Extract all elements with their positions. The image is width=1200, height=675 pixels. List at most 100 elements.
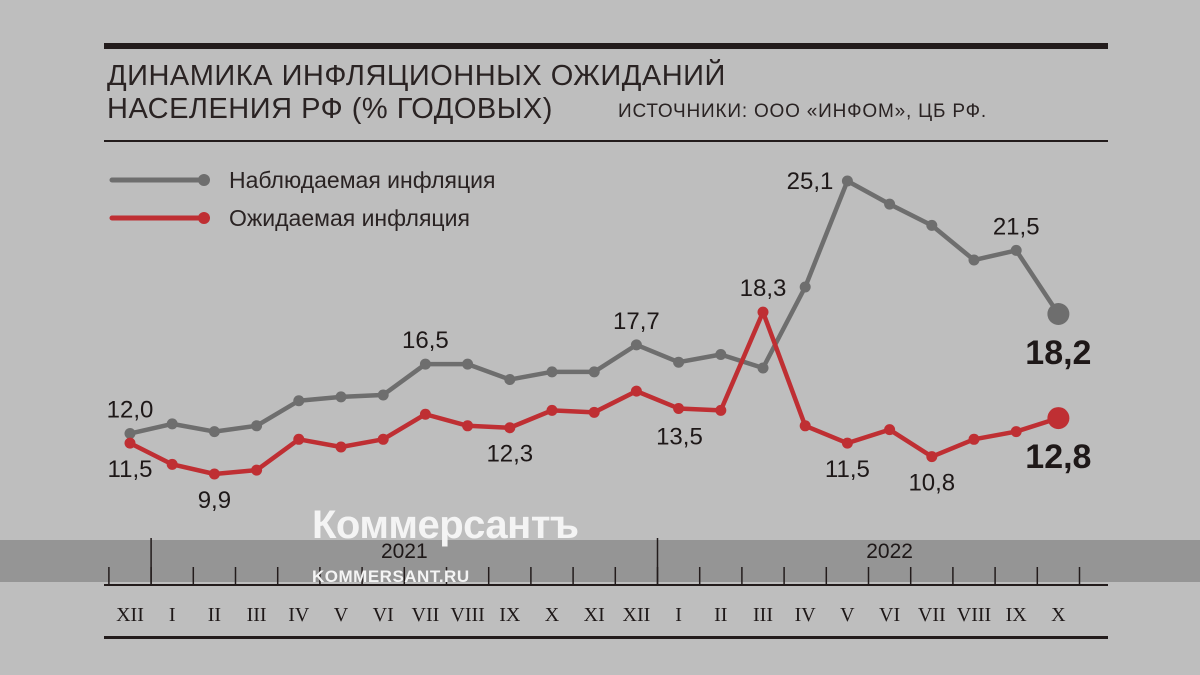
observed-point	[1010, 244, 1022, 256]
sources-note: ИСТОЧНИКИ: ООО «ИНФОМ», ЦБ РФ.	[618, 101, 987, 122]
observed-point	[419, 358, 431, 370]
x-tick-label: IV	[795, 604, 817, 626]
top-rule	[104, 43, 1108, 49]
data-label: 18,2	[1025, 334, 1091, 372]
legend-label-expected: Ожидаемая инфляция	[229, 205, 470, 231]
observed-point	[335, 391, 347, 403]
expected-point	[504, 422, 516, 434]
observed-point	[208, 426, 220, 438]
x-tick-label: XII	[623, 604, 651, 626]
legend-swatch-expected	[109, 212, 210, 224]
x-tick-label: XII	[116, 604, 144, 626]
expected-point	[715, 404, 727, 416]
x-tick-label: II	[714, 604, 727, 626]
observed-point	[757, 362, 769, 374]
observed-point	[588, 366, 600, 378]
x-tick-label: VIII	[957, 604, 991, 626]
expected-point	[251, 464, 263, 476]
watermark-url: KOMMERSANT.RU	[312, 567, 470, 586]
data-label: 25,1	[787, 168, 834, 195]
data-label: 17,7	[613, 308, 660, 335]
data-label: 11,5	[108, 456, 153, 483]
x-tick-label: V	[840, 604, 855, 626]
x-tick-label: IX	[1006, 604, 1028, 626]
expected-point	[208, 468, 220, 480]
observed-point	[715, 348, 727, 360]
x-tick-label: III	[753, 604, 773, 626]
legend-swatch-observed	[109, 174, 210, 186]
watermark-logo: Коммерсантъ	[312, 503, 579, 547]
legend-label-observed: Наблюдаемая инфляция	[229, 167, 496, 193]
x-tick-label: IX	[499, 604, 521, 626]
data-label: 12,0	[107, 397, 154, 424]
observed-point	[293, 395, 305, 407]
x-tick-label: VII	[412, 604, 440, 626]
expected-point	[968, 433, 980, 445]
observed-point	[968, 254, 980, 266]
data-label: 16,5	[402, 327, 449, 354]
x-tick-label: III	[247, 604, 267, 626]
expected-point	[166, 458, 178, 470]
x-tick-label: II	[208, 604, 221, 626]
observed-point	[1047, 303, 1070, 326]
expected-point	[757, 306, 769, 318]
expected-point	[926, 451, 938, 463]
expected-point	[630, 385, 642, 397]
data-label: 12,8	[1025, 438, 1091, 476]
observed-point	[673, 356, 685, 368]
observed-point	[251, 420, 263, 432]
observed-point	[630, 339, 642, 351]
x-tick-label: IV	[288, 604, 310, 626]
observed-point	[504, 374, 516, 386]
chart-title-line-2: НАСЕЛЕНИЯ РФ (% ГОДОВЫХ)	[107, 93, 553, 125]
observed-point	[377, 389, 389, 401]
expected-point	[462, 420, 474, 432]
x-tick-label: X	[1051, 604, 1066, 626]
x-tick-label: VI	[879, 604, 900, 626]
data-label: 9,9	[198, 487, 231, 514]
data-label: 13,5	[656, 423, 703, 450]
observed-point	[166, 418, 178, 430]
observed-point	[841, 175, 853, 187]
observed-point	[546, 366, 558, 378]
observed-point	[884, 198, 896, 210]
expected-point	[841, 437, 853, 449]
chart-title: ДИНАМИКА ИНФЛЯЦИОННЫХ ОЖИДАНИЙ НАСЕЛЕНИЯ…	[107, 60, 726, 126]
expected-point	[884, 424, 896, 436]
observed-point	[462, 358, 474, 370]
watermark-band	[0, 540, 1200, 582]
expected-point	[124, 437, 136, 449]
observed-point	[124, 428, 136, 440]
bottom-rule	[104, 636, 1108, 639]
data-label: 11,5	[825, 456, 870, 483]
expected-point	[1010, 426, 1022, 438]
x-tick-label: V	[334, 604, 349, 626]
data-label: 12,3	[486, 441, 533, 468]
expected-point	[419, 408, 431, 420]
expected-point	[293, 433, 305, 445]
header-rule	[104, 140, 1108, 142]
observed-point	[799, 281, 811, 293]
expected-point	[377, 433, 389, 445]
x-tick-label: I	[675, 604, 682, 626]
expected-point	[1047, 407, 1070, 430]
x-tick-label: X	[545, 604, 560, 626]
observed-point	[926, 219, 938, 231]
x-tick-label: VII	[918, 604, 946, 626]
x-tick-label: XI	[584, 604, 605, 626]
expected-point	[673, 402, 685, 414]
data-label: 21,5	[993, 213, 1040, 240]
x-tick-label: VIII	[450, 604, 484, 626]
series-line-expected	[127, 309, 1061, 477]
x-tick-label: VI	[373, 604, 394, 626]
chart-title-line-1: ДИНАМИКА ИНФЛЯЦИОННЫХ ОЖИДАНИЙ	[107, 60, 726, 92]
expected-point	[335, 441, 347, 453]
series-line-observed	[127, 178, 1061, 436]
year-label-2021: 2021	[381, 540, 428, 563]
data-label: 18,3	[740, 275, 787, 302]
expected-point	[546, 404, 558, 416]
expected-point	[799, 420, 811, 432]
x-tick-label: I	[169, 604, 176, 626]
